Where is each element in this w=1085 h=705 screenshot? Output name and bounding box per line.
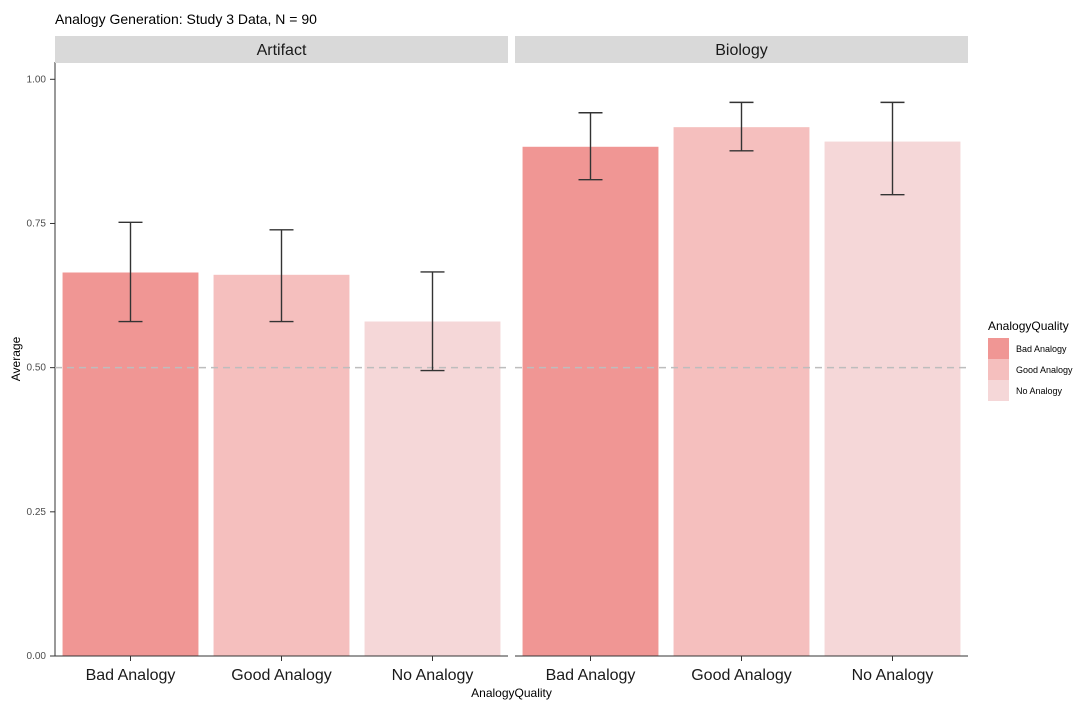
y-tick-label: 0.25 (27, 507, 47, 518)
x-tick-label: No Analogy (852, 667, 934, 684)
facet-strip-label: Biology (715, 42, 767, 59)
chart-title: Analogy Generation: Study 3 Data, N = 90 (55, 11, 317, 27)
x-axis-title: AnalogyQuality (471, 686, 552, 700)
legend-label: No Analogy (1016, 386, 1063, 396)
x-tick-label: Good Analogy (231, 667, 332, 684)
legend-label: Good Analogy (1016, 365, 1073, 375)
legend-swatch (988, 338, 1009, 359)
x-tick-label: No Analogy (392, 667, 474, 684)
x-tick-label: Bad Analogy (86, 667, 176, 684)
y-tick-label: 0.50 (27, 363, 47, 374)
x-tick-label: Good Analogy (691, 667, 792, 684)
y-axis-title: Average (9, 336, 23, 381)
facet-strip-label: Artifact (257, 42, 307, 59)
bar (825, 142, 961, 656)
y-tick-label: 0.00 (27, 651, 47, 662)
legend-swatch (988, 380, 1009, 401)
legend-title: AnalogyQuality (988, 319, 1069, 333)
legend-swatch (988, 359, 1009, 380)
legend: AnalogyQuality Bad Analogy Good Analogy No… (988, 319, 1073, 401)
facets-layer: 0.00 0.25 0.50 0.75 1.00 Artifact Bad Analogy G… (27, 36, 968, 684)
x-tick-label: Bad Analogy (546, 667, 636, 684)
legend-label: Bad Analogy (1016, 344, 1067, 354)
y-tick-label: 0.75 (27, 218, 47, 229)
facet-panel-biology: Biology Bad Analogy Good Analogy No Analogy (515, 36, 968, 684)
bar (63, 272, 199, 656)
bar (523, 147, 659, 656)
bar (365, 322, 501, 656)
y-tick-label: 1.00 (27, 74, 47, 85)
facet-panel-artifact: Artifact Bad Analogy Good Analogy No Analog… (55, 36, 508, 684)
bar (674, 127, 810, 656)
bar (214, 275, 350, 656)
